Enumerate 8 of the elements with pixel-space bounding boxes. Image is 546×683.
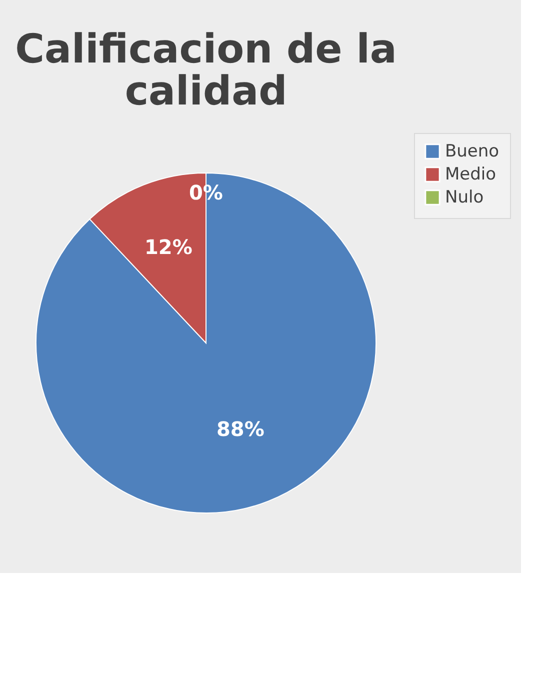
legend-label: Nulo <box>445 188 484 208</box>
pie-slice <box>36 172 376 514</box>
legend-label: Medio <box>445 164 496 184</box>
text: 0% <box>189 180 223 204</box>
data-label: 88% <box>216 416 264 441</box>
legend-label: Bueno <box>445 142 500 162</box>
chart-title: Calificacion de la calidad <box>15 26 397 114</box>
data-label: 12% <box>144 235 192 260</box>
